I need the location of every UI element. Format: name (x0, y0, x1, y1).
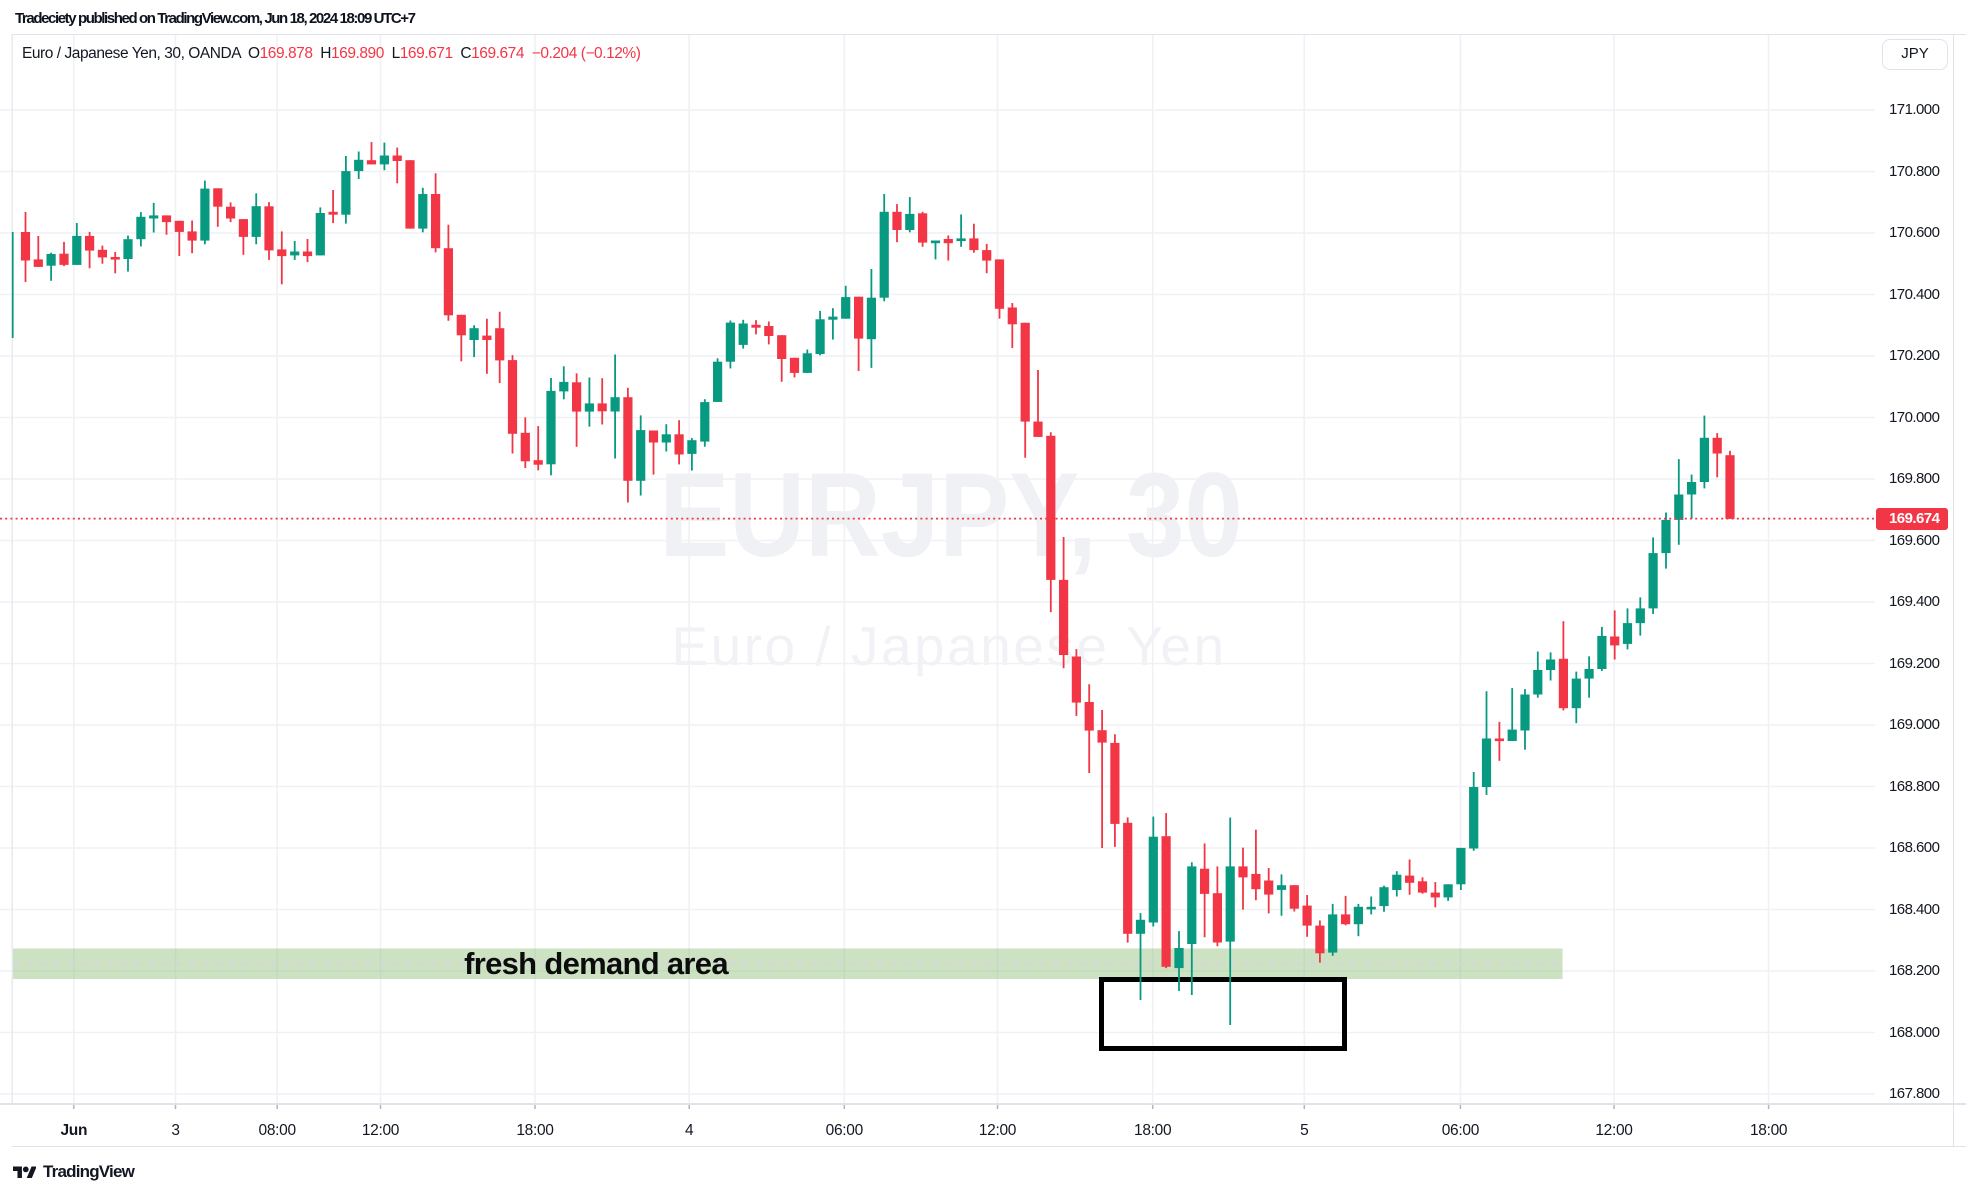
svg-text:EURJPY, 30: EURJPY, 30 (659, 447, 1243, 581)
svg-text:Euro / Japanese Yen: Euro / Japanese Yen (671, 615, 1226, 677)
svg-text:fresh demand area: fresh demand area (464, 946, 729, 981)
